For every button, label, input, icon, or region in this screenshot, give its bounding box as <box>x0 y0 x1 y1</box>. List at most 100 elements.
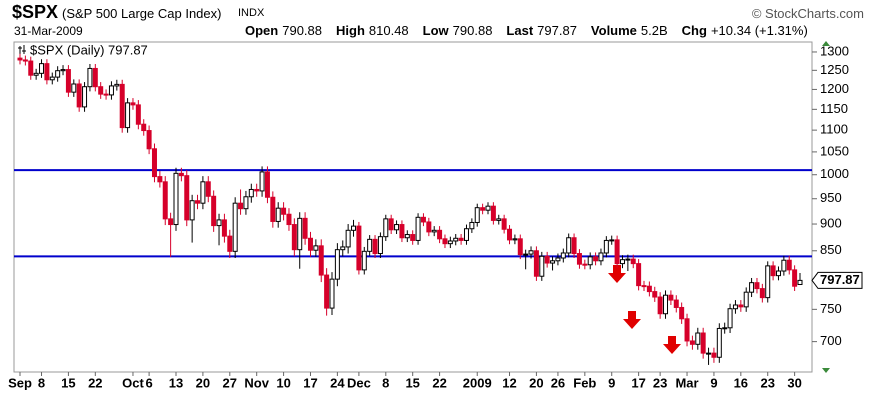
candle-body <box>324 274 330 309</box>
candle-body <box>560 252 566 259</box>
candle-body <box>281 207 287 215</box>
candle-body <box>275 207 281 222</box>
y-tick-label: 1200 <box>820 81 849 96</box>
candle-body <box>221 219 227 237</box>
y-tick-label: 1000 <box>820 166 849 181</box>
candle-body <box>668 294 674 301</box>
candle-body <box>356 225 362 271</box>
plot-frame <box>13 41 813 373</box>
y-tick-label: 700 <box>820 333 842 348</box>
candle-body <box>92 67 98 88</box>
candle-body <box>125 102 131 129</box>
candle-body <box>566 237 572 254</box>
candle-body <box>232 202 238 252</box>
x-tick-label: Dec <box>347 375 371 390</box>
y-tick-label: 1050 <box>820 143 849 158</box>
candle-body <box>442 238 448 245</box>
candle-body <box>657 296 663 315</box>
candle-body <box>641 285 647 288</box>
candle-body <box>286 213 292 226</box>
x-tick-label: 2009 <box>463 375 492 390</box>
candle-body <box>437 229 443 240</box>
candle-body <box>254 188 260 192</box>
candle-body <box>743 291 749 308</box>
candle-body <box>797 279 803 286</box>
legend-label: $SPX (Daily) 797.87 <box>30 42 148 57</box>
candle-body <box>496 218 502 221</box>
candle-body <box>22 59 28 62</box>
quote-value: 797.87 <box>537 23 577 38</box>
quote-value: 810.48 <box>368 23 409 38</box>
candle-body <box>340 246 346 251</box>
quote-value: 790.88 <box>452 23 493 38</box>
candle-body <box>447 240 453 245</box>
candle-body <box>749 282 755 293</box>
x-tick-label: 23 <box>760 375 774 390</box>
candle-body <box>673 299 679 308</box>
candle-body <box>663 294 669 315</box>
x-tick-label: 17 <box>631 375 645 390</box>
candle-body <box>334 249 340 280</box>
candle-body <box>598 252 604 262</box>
y-tick-label: 950 <box>820 190 842 205</box>
index-name: (S&P 500 Large Cap Index) <box>62 6 222 21</box>
quote-value: 5.2B <box>640 23 668 38</box>
candle-body <box>146 130 152 150</box>
candle-body <box>555 257 561 262</box>
candle-body <box>732 304 738 310</box>
x-tick-label: 24 <box>330 375 345 390</box>
candle-body <box>302 217 308 239</box>
candle-body <box>87 67 93 88</box>
x-tick-label: 16 <box>734 375 748 390</box>
candle-body <box>76 83 82 108</box>
candle-body <box>420 216 426 223</box>
candle-body <box>463 228 469 241</box>
x-tick-label: 15 <box>405 375 419 390</box>
arrow <box>608 265 626 283</box>
candle-body <box>205 181 211 197</box>
quote-item: Last 797.87 <box>506 23 581 38</box>
candle-body <box>469 221 475 230</box>
candle-body <box>329 278 335 309</box>
candle-body <box>593 256 599 262</box>
candle-body <box>173 172 179 226</box>
candle-body <box>44 63 50 81</box>
source: © StockCharts.com <box>751 6 864 21</box>
x-tick-label: Nov <box>244 375 269 390</box>
candle-body <box>98 86 104 95</box>
y-tick-label: 1250 <box>820 62 849 77</box>
candle-body <box>619 259 625 265</box>
candle-body <box>243 196 249 210</box>
x-tick-label: 22 <box>88 375 102 390</box>
x-tick-label: 12 <box>502 375 516 390</box>
candle-body <box>695 332 701 345</box>
candle-body <box>248 188 254 198</box>
candle-body <box>646 285 652 293</box>
candle-body <box>307 237 313 251</box>
candle-body <box>108 85 114 96</box>
candle-body <box>770 265 776 277</box>
candle-body <box>415 216 421 241</box>
candle-body <box>227 235 233 252</box>
candle-body <box>533 250 539 277</box>
quote-label: Last <box>506 23 534 38</box>
candle-body <box>474 207 480 223</box>
candle-body <box>490 205 496 221</box>
candle-body <box>453 237 459 242</box>
x-tick-label: 26 <box>551 375 565 390</box>
candle-body <box>517 238 523 256</box>
candle-body <box>383 218 389 238</box>
candle-body <box>609 239 615 242</box>
candle-body <box>195 200 201 204</box>
candle-body <box>17 57 23 61</box>
candle-body <box>786 259 792 271</box>
quote-item: High 810.48 <box>336 23 413 38</box>
exchange: INDX <box>238 7 265 19</box>
candle-body <box>636 263 642 287</box>
candle-body <box>754 282 760 290</box>
candle-body <box>544 255 550 264</box>
candle-body <box>426 221 432 233</box>
x-tick-label: 9 <box>710 375 717 390</box>
candle-body <box>178 172 184 177</box>
candle-body <box>458 237 464 241</box>
